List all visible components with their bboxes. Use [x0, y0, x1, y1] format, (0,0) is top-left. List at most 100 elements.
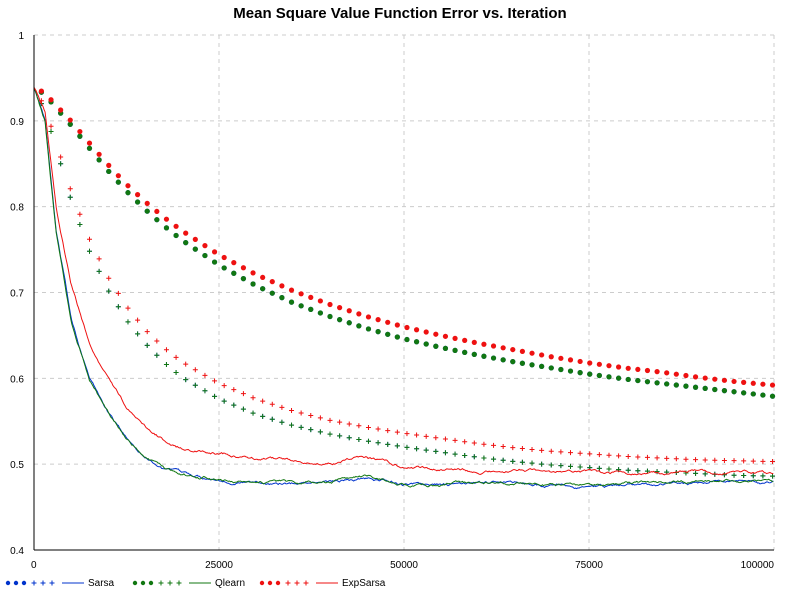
series-dot-marker	[125, 183, 131, 189]
series-plus-marker	[750, 458, 756, 464]
series-dot-marker	[635, 377, 641, 384]
series-plus-marker	[481, 455, 487, 461]
series-dot-marker	[356, 323, 362, 329]
series-plus-marker	[231, 402, 237, 408]
series-dot-marker	[279, 283, 285, 289]
series-dot-marker	[211, 259, 218, 265]
series-dot-marker	[683, 372, 689, 379]
series-layer	[33, 87, 776, 490]
series-plus-marker	[462, 439, 468, 445]
legend-dot-icon	[148, 580, 154, 586]
series-dot-marker	[240, 276, 247, 282]
series-dot-marker	[654, 369, 660, 375]
series-plus-marker	[683, 456, 689, 462]
series-dot-marker	[163, 216, 170, 222]
series-plus-marker	[491, 442, 497, 448]
legend-plus-icon	[49, 580, 55, 586]
legend-plus-icon	[158, 580, 164, 586]
series-dot-marker	[192, 236, 198, 242]
series-plus-marker	[346, 435, 352, 441]
series-plus-marker	[750, 473, 756, 479]
series-dot-marker	[606, 374, 612, 380]
series-dot-marker	[96, 151, 102, 157]
y-tick-label: 1	[18, 31, 24, 42]
series-dot-marker	[664, 370, 670, 376]
series-dot-marker	[692, 384, 699, 390]
series-plus-marker	[183, 361, 189, 367]
series-dot-marker	[404, 336, 410, 343]
series-plus-marker	[269, 416, 275, 422]
series-dot-marker	[346, 320, 352, 326]
legend-label: Qlearn	[215, 578, 245, 589]
series-dot-marker	[558, 366, 564, 373]
series-dot-marker	[462, 337, 468, 343]
series-dot-marker	[529, 350, 535, 356]
legend-dot-icon	[259, 580, 265, 586]
series-plus-marker	[375, 426, 381, 432]
legend-plus-icon	[176, 580, 182, 586]
series-dot-marker	[760, 381, 766, 387]
series-dot-marker	[163, 225, 170, 231]
series-plus-marker	[38, 98, 44, 104]
series-plus-marker	[48, 123, 54, 129]
series-dot-marker	[317, 298, 323, 304]
series-plus-marker	[433, 448, 439, 454]
legend: Sarsa Qlearn ExpSarsa	[5, 578, 386, 589]
y-tick-label: 0.9	[10, 117, 24, 128]
legend-plus-icon	[294, 580, 300, 586]
series-dot-marker	[462, 349, 468, 355]
x-tick-label: 100000	[741, 560, 775, 571]
y-tick-label: 0.4	[10, 546, 24, 557]
series-plus-marker	[539, 461, 545, 467]
series-plus-marker	[125, 319, 131, 325]
series-dot-marker	[48, 97, 54, 103]
series-dot-marker	[500, 345, 506, 351]
series-plus-marker	[548, 462, 554, 468]
series-dot-marker	[77, 133, 83, 139]
series-dot-marker	[750, 391, 756, 397]
series-dot-marker	[721, 388, 728, 394]
series-plus-marker	[741, 472, 747, 478]
series-plus-marker	[67, 194, 73, 200]
series-dot-marker	[567, 368, 574, 374]
series-dot-marker	[375, 329, 381, 335]
series-plus-marker	[635, 468, 641, 474]
series-dot-marker	[702, 385, 708, 391]
series-plus-marker	[67, 186, 73, 192]
series-dot-marker	[202, 243, 208, 249]
y-tick-label: 0.7	[10, 289, 24, 300]
series-plus-marker	[96, 268, 102, 274]
series-plus-marker	[423, 447, 429, 453]
series-dot-marker	[154, 208, 160, 215]
series-plus-marker	[616, 453, 622, 459]
series-dot-marker	[625, 376, 631, 383]
legend-dot-icon	[5, 580, 11, 586]
series-dot-marker	[673, 382, 679, 388]
series-dot-marker	[202, 252, 208, 259]
series-dot-marker	[250, 281, 256, 287]
series-plus-marker	[308, 412, 314, 418]
series-plus-marker	[173, 370, 179, 376]
series-dot-marker	[125, 190, 131, 196]
series-line-expsarsa	[33, 87, 774, 476]
series-dot-marker	[298, 291, 304, 297]
series-dot-marker	[135, 199, 141, 205]
series-dot-marker	[548, 365, 554, 371]
series-plus-marker	[337, 419, 343, 425]
series-dot-marker	[279, 295, 285, 301]
series-dot-marker	[173, 223, 179, 229]
series-plus-marker	[404, 431, 410, 437]
series-plus-marker	[577, 464, 583, 470]
series-dot-marker	[86, 145, 93, 151]
series-dot-marker	[308, 294, 314, 300]
series-plus-marker	[115, 290, 121, 296]
series-dot-marker	[298, 303, 304, 309]
series-plus-marker	[568, 463, 573, 469]
series-plus-marker	[96, 256, 102, 262]
series-dot-marker	[452, 347, 458, 353]
series-dot-marker	[106, 168, 112, 175]
series-dot-marker	[115, 173, 121, 179]
series-plus-marker	[115, 304, 121, 310]
series-plus-marker	[125, 305, 131, 311]
series-dot-marker	[288, 299, 295, 305]
